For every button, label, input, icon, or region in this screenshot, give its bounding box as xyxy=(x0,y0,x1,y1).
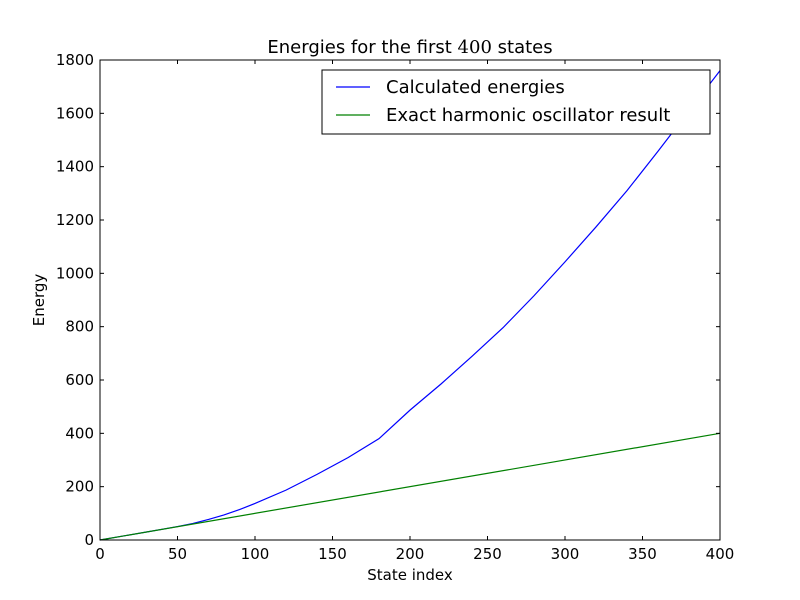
y-tick-label: 800 xyxy=(65,318,94,336)
y-tick-label: 1000 xyxy=(56,264,94,282)
x-tick-label: 250 xyxy=(473,545,502,563)
x-tick-label: 300 xyxy=(551,545,580,563)
chart-title-math: 400 xyxy=(458,37,492,58)
y-tick-label: 400 xyxy=(65,424,94,442)
y-tick-label: 200 xyxy=(65,478,94,496)
x-tick-label: 50 xyxy=(168,545,187,563)
x-axis-label: State index xyxy=(367,566,453,584)
y-tick-label: 1400 xyxy=(56,158,94,176)
series-line-1 xyxy=(100,433,720,540)
chart-title-suffix: states xyxy=(492,37,553,58)
y-tick-label: 1800 xyxy=(56,51,94,69)
x-tick-label: 350 xyxy=(628,545,657,563)
y-tick-label: 0 xyxy=(84,531,94,549)
legend-label-calculated-energies: Calculated energies xyxy=(386,77,565,98)
y-tick-label: 600 xyxy=(65,371,94,389)
y-tick-label: 1200 xyxy=(56,211,94,229)
x-tick-label: 200 xyxy=(396,545,425,563)
y-tick-label: 1600 xyxy=(56,104,94,122)
x-tick-label: 400 xyxy=(706,545,735,563)
x-tick-label: 100 xyxy=(241,545,270,563)
x-tick-label: 0 xyxy=(95,545,105,563)
chart-title-prefix: Energies for the first xyxy=(267,37,457,58)
series-line-0 xyxy=(100,71,720,540)
x-tick-label: 150 xyxy=(318,545,347,563)
legend-label-exact-harmonic-oscillator: Exact harmonic oscillator result xyxy=(386,105,670,126)
legend: Calculated energies Exact harmonic oscil… xyxy=(322,70,710,134)
series-layer xyxy=(100,71,720,540)
y-axis-label: Energy xyxy=(30,274,48,327)
chart-title: Energies for the first 400 states xyxy=(267,37,552,58)
